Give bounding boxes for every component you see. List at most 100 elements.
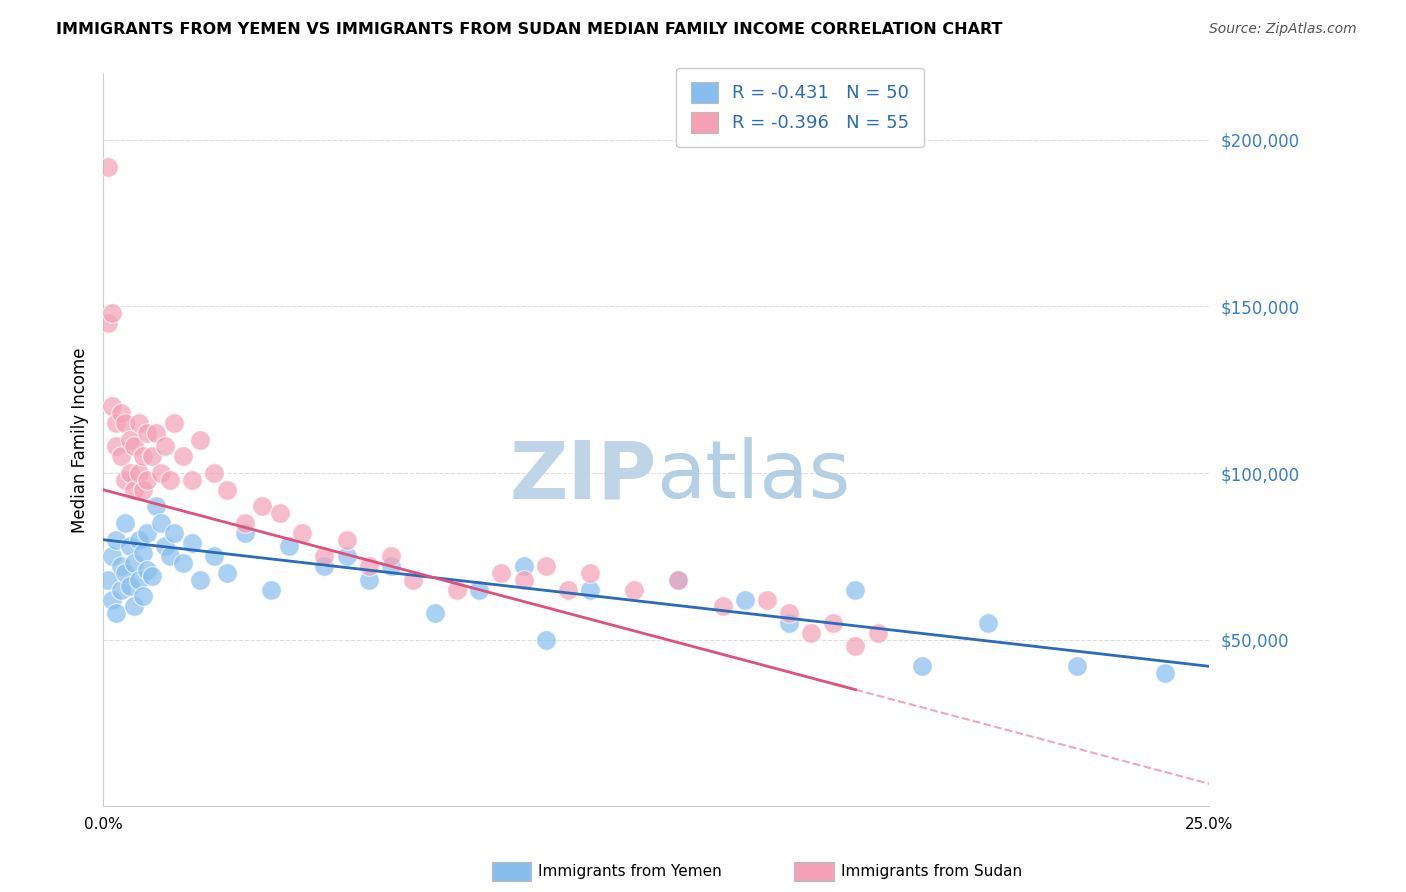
Point xyxy=(202,549,225,564)
Point xyxy=(778,615,800,630)
Point xyxy=(734,592,756,607)
Point xyxy=(491,566,513,580)
Point xyxy=(423,606,446,620)
Point xyxy=(468,582,491,597)
Point xyxy=(118,579,141,593)
Point xyxy=(163,416,186,430)
Text: Source: ZipAtlas.com: Source: ZipAtlas.com xyxy=(1209,22,1357,37)
Point xyxy=(122,599,145,614)
Point xyxy=(172,450,194,464)
Point xyxy=(105,533,128,547)
Point xyxy=(534,559,557,574)
Point xyxy=(180,536,202,550)
Point xyxy=(105,416,128,430)
Point xyxy=(623,582,645,597)
Point xyxy=(136,563,159,577)
Point xyxy=(96,573,118,587)
Point xyxy=(128,573,150,587)
Point xyxy=(128,533,150,547)
Point xyxy=(579,582,602,597)
Point xyxy=(778,606,800,620)
Point xyxy=(159,549,181,564)
Point xyxy=(380,559,402,574)
Point xyxy=(1154,665,1177,680)
Point xyxy=(335,533,357,547)
Point xyxy=(844,640,866,654)
Point xyxy=(122,556,145,570)
Y-axis label: Median Family Income: Median Family Income xyxy=(72,347,89,533)
Point xyxy=(110,582,132,597)
Point xyxy=(202,466,225,480)
Point xyxy=(132,546,155,560)
Point xyxy=(132,450,155,464)
Point xyxy=(136,473,159,487)
Point xyxy=(101,592,124,607)
Point xyxy=(215,483,238,497)
Point xyxy=(110,450,132,464)
Point xyxy=(105,439,128,453)
Point xyxy=(190,433,212,447)
Text: atlas: atlas xyxy=(657,437,851,516)
Point xyxy=(402,573,425,587)
Point xyxy=(233,516,256,530)
Point xyxy=(866,626,889,640)
Point xyxy=(118,540,141,554)
Point xyxy=(114,473,136,487)
Point xyxy=(260,582,283,597)
Point xyxy=(114,566,136,580)
Point xyxy=(190,573,212,587)
Point xyxy=(153,540,176,554)
Point xyxy=(101,306,124,320)
Point xyxy=(446,582,468,597)
Point xyxy=(145,426,167,441)
Point xyxy=(122,439,145,453)
Point xyxy=(755,592,778,607)
Point xyxy=(278,540,301,554)
Point xyxy=(132,590,155,604)
Point xyxy=(314,559,336,574)
Point xyxy=(172,556,194,570)
Point xyxy=(314,549,336,564)
Point xyxy=(711,599,734,614)
Point xyxy=(141,569,163,583)
Point xyxy=(512,573,534,587)
Text: Immigrants from Sudan: Immigrants from Sudan xyxy=(841,864,1022,879)
Point xyxy=(534,632,557,647)
Point xyxy=(149,466,172,480)
Point xyxy=(136,526,159,541)
Point xyxy=(101,549,124,564)
Point xyxy=(96,316,118,330)
Point xyxy=(180,473,202,487)
Point xyxy=(666,573,689,587)
Point xyxy=(128,416,150,430)
Point xyxy=(149,516,172,530)
Point xyxy=(153,439,176,453)
Point xyxy=(114,516,136,530)
Point xyxy=(380,549,402,564)
Point xyxy=(977,615,1000,630)
Point xyxy=(141,450,163,464)
Text: IMMIGRANTS FROM YEMEN VS IMMIGRANTS FROM SUDAN MEDIAN FAMILY INCOME CORRELATION : IMMIGRANTS FROM YEMEN VS IMMIGRANTS FROM… xyxy=(56,22,1002,37)
Point xyxy=(136,426,159,441)
Point xyxy=(118,466,141,480)
Point xyxy=(110,559,132,574)
Point xyxy=(557,582,579,597)
Point xyxy=(128,466,150,480)
Legend: R = -0.431   N = 50, R = -0.396   N = 55: R = -0.431 N = 50, R = -0.396 N = 55 xyxy=(676,68,924,147)
Point xyxy=(122,483,145,497)
Point xyxy=(291,526,314,541)
Point xyxy=(110,406,132,420)
Point xyxy=(1066,659,1088,673)
Text: ZIP: ZIP xyxy=(509,437,657,516)
Point xyxy=(269,506,291,520)
Point xyxy=(823,615,845,630)
Point xyxy=(844,582,866,597)
Point xyxy=(145,500,167,514)
Point xyxy=(335,549,357,564)
Point xyxy=(233,526,256,541)
Point xyxy=(357,573,380,587)
Point xyxy=(101,400,124,414)
Point xyxy=(800,626,823,640)
Point xyxy=(163,526,186,541)
Point xyxy=(666,573,689,587)
